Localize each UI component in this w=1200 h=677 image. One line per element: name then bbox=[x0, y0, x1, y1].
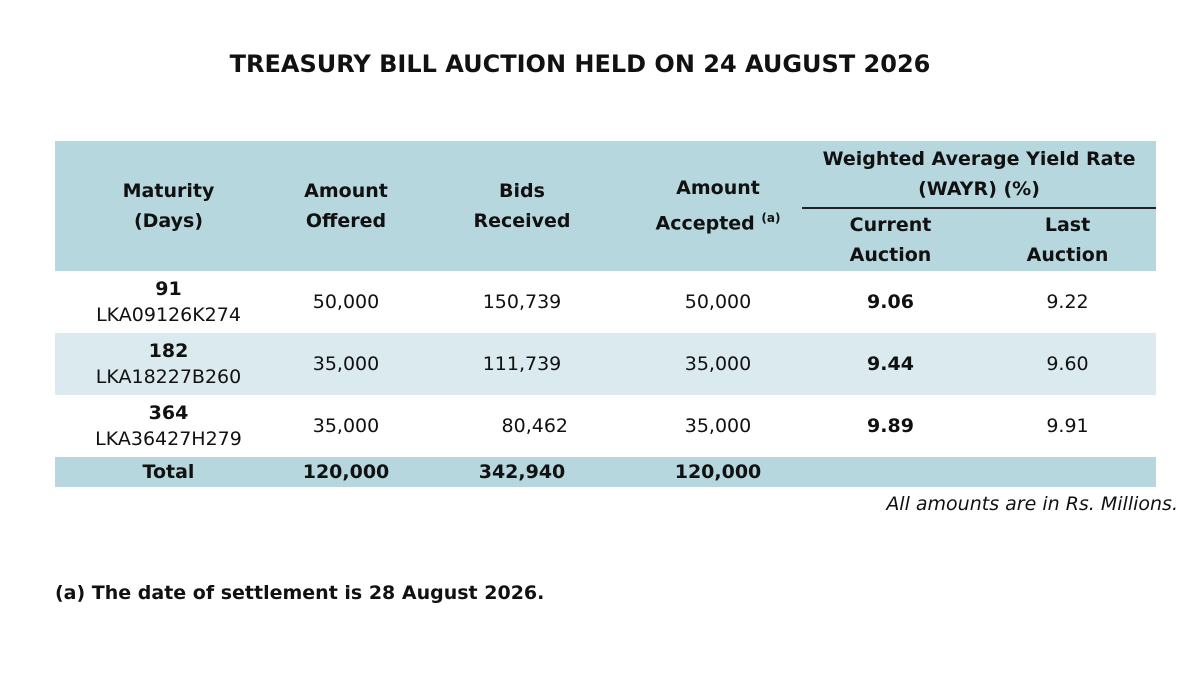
current-wayr-cell: 9.06 bbox=[867, 291, 914, 313]
total-accepted: 120,000 bbox=[674, 461, 762, 483]
header-last-auction: Last Auction bbox=[1026, 214, 1109, 266]
total-offered: 120,000 bbox=[302, 461, 390, 483]
offered-cell: 35,000 bbox=[312, 415, 380, 437]
header-wayr: Weighted Average Yield Rate (WAYR) (%) bbox=[802, 141, 1157, 209]
offered-cell: 50,000 bbox=[312, 291, 380, 313]
table-row: 182 LKA18227B260 35,000 111,739 35,000 9… bbox=[55, 333, 1157, 395]
maturity-cell: 91 LKA09126K274 bbox=[96, 278, 241, 326]
header-bids-received: Bids Received bbox=[473, 180, 571, 232]
units-note: All amounts are in Rs. Millions. bbox=[886, 493, 1178, 515]
bids-cell: 80,462 bbox=[501, 415, 568, 437]
total-label: Total bbox=[142, 461, 195, 483]
header-amount-offered: Amount Offered bbox=[304, 180, 388, 232]
total-empty-current bbox=[802, 457, 979, 487]
total-bids: 342,940 bbox=[478, 461, 566, 483]
table-row: 91 LKA09126K274 50,000 150,739 50,000 9.… bbox=[55, 271, 1156, 333]
header-amount-accepted: Amount Accepted (a) bbox=[655, 177, 781, 235]
last-wayr-cell: 9.22 bbox=[1046, 291, 1089, 313]
current-wayr-cell: 9.89 bbox=[867, 415, 914, 437]
settlement-footnote: (a) The date of settlement is 28 August … bbox=[55, 582, 545, 604]
table-row: 364 LKA36427H279 35,000 80,462 35,000 9.… bbox=[55, 395, 1156, 457]
header-row-top: Maturity (Days) Amount Offered Bids Rece… bbox=[55, 141, 1157, 235]
auction-table: Maturity (Days) Amount Offered Bids Rece… bbox=[55, 141, 1157, 487]
total-row: Total 120,000 342,940 120,000 bbox=[55, 457, 1157, 487]
header-maturity: Maturity (Days) bbox=[122, 180, 215, 232]
accepted-cell: 35,000 bbox=[684, 353, 752, 375]
maturity-cell: 364 LKA36427H279 bbox=[95, 402, 242, 450]
offered-cell: 35,000 bbox=[312, 353, 380, 375]
last-wayr-cell: 9.60 bbox=[1046, 353, 1089, 375]
accepted-cell: 50,000 bbox=[684, 291, 752, 313]
bids-cell: 111,739 bbox=[482, 353, 562, 375]
accepted-cell: 35,000 bbox=[684, 415, 752, 437]
bids-cell: 150,739 bbox=[482, 291, 562, 313]
page-title: TREASURY BILL AUCTION HELD ON 24 AUGUST … bbox=[229, 50, 931, 78]
maturity-cell: 182 LKA18227B260 bbox=[95, 340, 242, 388]
last-wayr-cell: 9.91 bbox=[1046, 415, 1089, 437]
total-empty-last bbox=[979, 457, 1156, 487]
current-wayr-cell: 9.44 bbox=[867, 353, 914, 375]
footnote-marker: (a) bbox=[761, 211, 781, 226]
header-current-auction: Current Auction bbox=[849, 214, 932, 266]
